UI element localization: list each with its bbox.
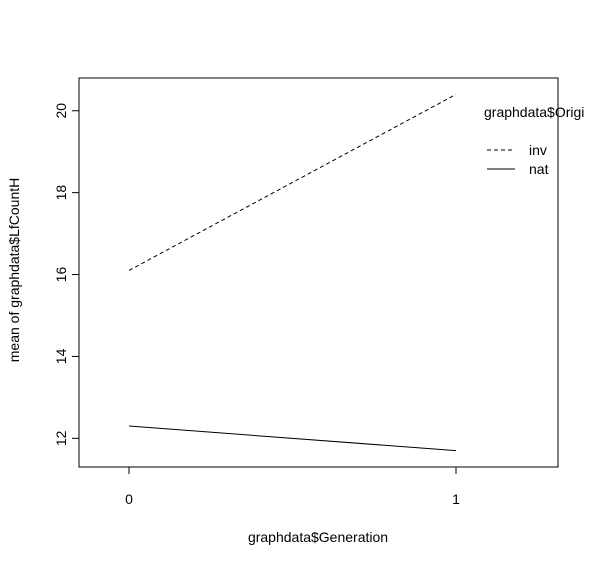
x-tick-label: 0 xyxy=(125,491,133,507)
y-tick-label: 18 xyxy=(53,185,69,201)
series-layer xyxy=(129,94,456,450)
legend: graphdata$Origi inv nat xyxy=(484,104,584,177)
series-line-inv xyxy=(129,94,456,270)
y-tick-label: 20 xyxy=(53,103,69,119)
y-tick-label: 12 xyxy=(53,430,69,446)
y-axis-label: mean of graphdata$LfCountH xyxy=(6,178,22,362)
legend-title: graphdata$Origi xyxy=(484,104,584,120)
x-axis-label: graphdata$Generation xyxy=(248,529,388,545)
series-line-nat xyxy=(129,426,456,451)
legend-label-inv: inv xyxy=(529,142,547,158)
y-axis: 12 14 16 18 20 xyxy=(53,103,79,446)
legend-label-nat: nat xyxy=(529,161,549,177)
y-tick-label: 14 xyxy=(53,348,69,364)
plot-frame xyxy=(79,78,558,467)
y-tick-label: 16 xyxy=(53,267,69,283)
x-tick-label: 1 xyxy=(452,491,460,507)
